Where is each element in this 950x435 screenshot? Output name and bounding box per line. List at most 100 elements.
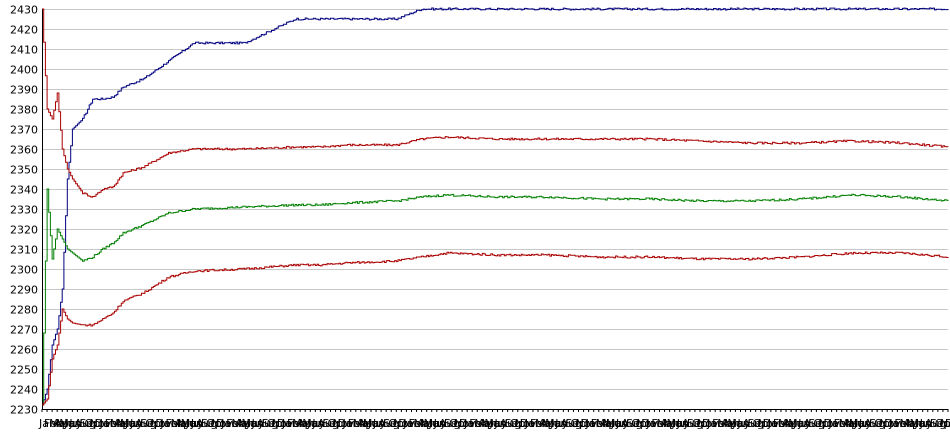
- x-tick-label: Sep: [140, 417, 161, 430]
- x-tick-label: Jan: [463, 417, 481, 430]
- y-tick-label: 2330: [10, 204, 38, 217]
- x-tick-label: May: [181, 417, 204, 430]
- x-tick-label: Dec: [884, 417, 905, 430]
- x-tick-label: Jan: [220, 417, 238, 430]
- x-tick-label: Jan: [524, 417, 542, 430]
- x-tick-label: Sep: [79, 417, 100, 430]
- x-tick-label: Nov: [636, 417, 658, 430]
- x-tick-label: Jul: [68, 417, 82, 430]
- x-tick-label: Jun: [428, 417, 446, 430]
- x-tick-label: May: [424, 417, 447, 430]
- x-tick-label: May: [545, 417, 568, 430]
- x-tick-label: Sep: [505, 417, 526, 430]
- x-tick-label: Jul: [494, 417, 508, 430]
- x-tick-label: Dec: [824, 417, 845, 430]
- x-tick-label: Dec: [945, 417, 950, 430]
- x-tick-label: Sep: [565, 417, 586, 430]
- x-tick-label: Nov: [272, 417, 294, 430]
- x-tick-label: Sep: [808, 417, 829, 430]
- x-tick-label: Feb: [894, 417, 913, 430]
- x-tick-label: Nov: [576, 417, 598, 430]
- x-tick-label: Jan: [99, 417, 117, 430]
- y-tick-label: 2240: [10, 384, 38, 397]
- x-tick-label: Apr: [662, 417, 682, 430]
- x-tick-label: Jan: [645, 417, 663, 430]
- x-tick-label: Sep: [748, 417, 769, 430]
- x-tick-label: Feb: [287, 417, 306, 430]
- x-tick-label: Sep: [201, 417, 222, 430]
- y-tick-label: 2400: [10, 64, 38, 77]
- x-tick-label: Mar: [474, 417, 495, 430]
- x-tick-label: Jun: [185, 417, 203, 430]
- y-tick-label: 2350: [10, 164, 38, 177]
- series-line-3: [42, 188, 949, 406]
- y-tick-label: 2260: [10, 344, 38, 357]
- x-tick-label: Dec: [520, 417, 541, 430]
- x-tick-label: Mar: [899, 417, 920, 430]
- x-tick-label: Jan: [585, 417, 603, 430]
- y-tick-label: 2430: [10, 4, 38, 17]
- x-tick-label: Apr: [905, 417, 925, 430]
- x-tick-label: Aug: [925, 417, 946, 430]
- y-tick-label: 2300: [10, 264, 38, 277]
- x-tick-label: Jun: [731, 417, 749, 430]
- y-tick-label: 2310: [10, 244, 38, 257]
- x-tick-label: Apr: [601, 417, 621, 430]
- x-tick-label: Feb: [651, 417, 670, 430]
- y-tick-label: 2360: [10, 144, 38, 157]
- x-tick-label: Mar: [839, 417, 860, 430]
- x-tick-label: May: [788, 417, 811, 430]
- x-tick-label: Jan: [281, 417, 299, 430]
- x-tick-label: Jul: [919, 417, 933, 430]
- x-tick-label: Aug: [439, 417, 460, 430]
- x-tick-label: Mar: [778, 417, 799, 430]
- x-tick-label: Jul: [311, 417, 325, 430]
- x-tick-label: Jun: [246, 417, 264, 430]
- y-tick-label: 2420: [10, 24, 38, 37]
- x-tick-label: Apr: [783, 417, 803, 430]
- x-tick-label: Sep: [869, 417, 890, 430]
- x-tick-label: Aug: [135, 417, 156, 430]
- x-tick-label: Mar: [717, 417, 738, 430]
- y-tick-label: 2380: [10, 104, 38, 117]
- x-tick-label: May: [302, 417, 325, 430]
- series-line-2: [42, 8, 949, 198]
- x-tick-label: May: [849, 417, 872, 430]
- x-tick-label: Apr: [419, 417, 439, 430]
- x-tick-label: Nov: [211, 417, 233, 430]
- x-tick-label: Oct: [631, 417, 651, 430]
- x-tick-label: Dec: [95, 417, 116, 430]
- x-tick-label: Nov: [697, 417, 719, 430]
- x-tick-label: Apr: [540, 417, 560, 430]
- x-tick-label: Mar: [414, 417, 435, 430]
- x-tick-label: Dec: [398, 417, 419, 430]
- x-tick-label: Nov: [879, 417, 901, 430]
- x-tick-label: Jul: [797, 417, 811, 430]
- x-tick-label: Nov: [818, 417, 840, 430]
- x-tick-label: Jun: [367, 417, 385, 430]
- x-tick-label: Jul: [858, 417, 872, 430]
- x-tick-label: Oct: [813, 417, 833, 430]
- x-tick-label: Jul: [372, 417, 386, 430]
- x-tick-labels: JanFebMarAprMayJunJulAugSepOctNovDecJanF…: [38, 417, 950, 430]
- x-tick-label: Nov: [333, 417, 355, 430]
- x-tick-label: Jun: [63, 417, 81, 430]
- x-tick-label: May: [484, 417, 507, 430]
- x-tick-label: Aug: [743, 417, 764, 430]
- x-tick-label: Jun: [549, 417, 567, 430]
- x-tick-label: Feb: [44, 417, 63, 430]
- x-tick-label: Jun: [610, 417, 628, 430]
- x-tick-label: Apr: [54, 417, 74, 430]
- x-tick-label: Sep: [626, 417, 647, 430]
- x-tick-label: May: [120, 417, 143, 430]
- x-tick-label: Aug: [257, 417, 278, 430]
- x-tick-label: Oct: [935, 417, 950, 430]
- x-tick-label: Apr: [297, 417, 317, 430]
- x-tick-label: Oct: [753, 417, 773, 430]
- x-tick-label: Nov: [90, 417, 112, 430]
- x-tick-label: Mar: [596, 417, 617, 430]
- x-tick-label: Feb: [712, 417, 731, 430]
- x-tick-label: Feb: [591, 417, 610, 430]
